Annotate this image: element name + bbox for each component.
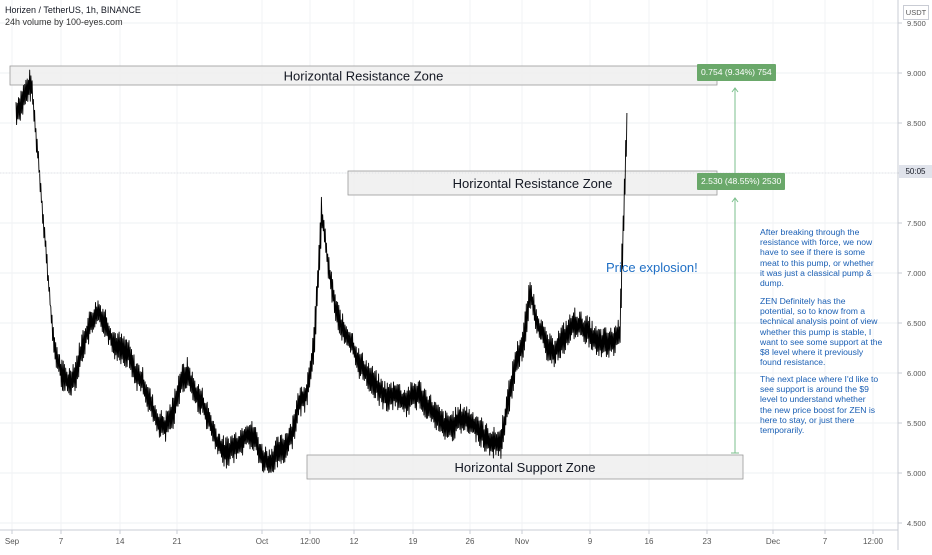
y-tick-label: 6.000 [907,369,926,378]
price-line [15,69,628,474]
time-axis[interactable]: Sep 7 14 21 Oct 12:00 12 19 26 Nov 9 16 23 Dec 7 12:00 [5,530,884,546]
x-tick-label: 12 [350,537,359,546]
x-tick-label: 12:00 [300,537,321,546]
note-text-1[interactable]: After breaking through the resistance wi… [760,227,874,289]
y-tick-label: 6.500 [907,319,926,328]
note-text-3[interactable]: The next place where I'd like to see sup… [760,374,879,436]
zones: Horizontal Resistance Zone Horizontal Res… [9,65,744,480]
x-tick-label: Dec [766,537,780,546]
y-tick-label: 9.000 [907,69,926,78]
current-price-label: 50:05 [899,165,932,178]
x-tick-label: 12:00 [863,537,884,546]
x-tick-label: 19 [409,537,418,546]
zone-label: Horizontal Resistance Zone [284,69,444,84]
y-tick-label: 8.500 [907,119,926,128]
x-tick-label: 9 [588,537,593,546]
price-series [0,69,898,474]
currency-badge[interactable]: USDT [903,5,929,20]
callout-price-explosion[interactable]: Price explosion! [606,260,698,275]
x-tick-label: Nov [515,537,529,546]
grid [0,0,898,530]
x-tick-label: 23 [703,537,712,546]
x-tick-label: Sep [5,537,20,546]
note-text-2[interactable]: ZEN Definitely has the potential, so to … [760,296,883,368]
x-tick-label: Oct [256,537,269,546]
measure-lines [731,87,739,454]
chart-title: Horizen / TetherUS, 1h, BINANCE [5,5,141,15]
x-tick-label: 7 [823,537,828,546]
y-tick-label: 4.500 [907,519,926,528]
y-tick-label: 9.500 [907,19,926,28]
indicator-label[interactable]: 24h volume by 100-eyes.com [5,17,123,27]
x-tick-label: 21 [173,537,182,546]
x-tick-label: 16 [645,537,654,546]
y-tick-label: 7.500 [907,219,926,228]
x-tick-label: 7 [59,537,64,546]
y-tick-label: 5.000 [907,469,926,478]
measure-label-lower[interactable]: 2.530 (48.55%) 2530 [697,173,786,190]
zone-box [306,454,744,480]
measure-arrow [731,197,739,203]
y-tick-label: 5.500 [907,419,926,428]
y-tick-label: 7.000 [907,269,926,278]
zone-label: Horizontal Resistance Zone [453,176,613,191]
x-tick-label: 14 [116,537,125,546]
measure-label-upper[interactable]: 0.754 (9.34%) 754 [697,64,776,81]
measure-arrow [731,87,739,93]
price-axis[interactable]: 9.5009.0008.5008.0007.5007.0006.5006.000… [898,19,926,528]
x-tick-label: 26 [466,537,475,546]
axes [0,0,899,550]
zone-box [347,170,718,196]
zone-label: Horizontal Support Zone [455,460,596,475]
